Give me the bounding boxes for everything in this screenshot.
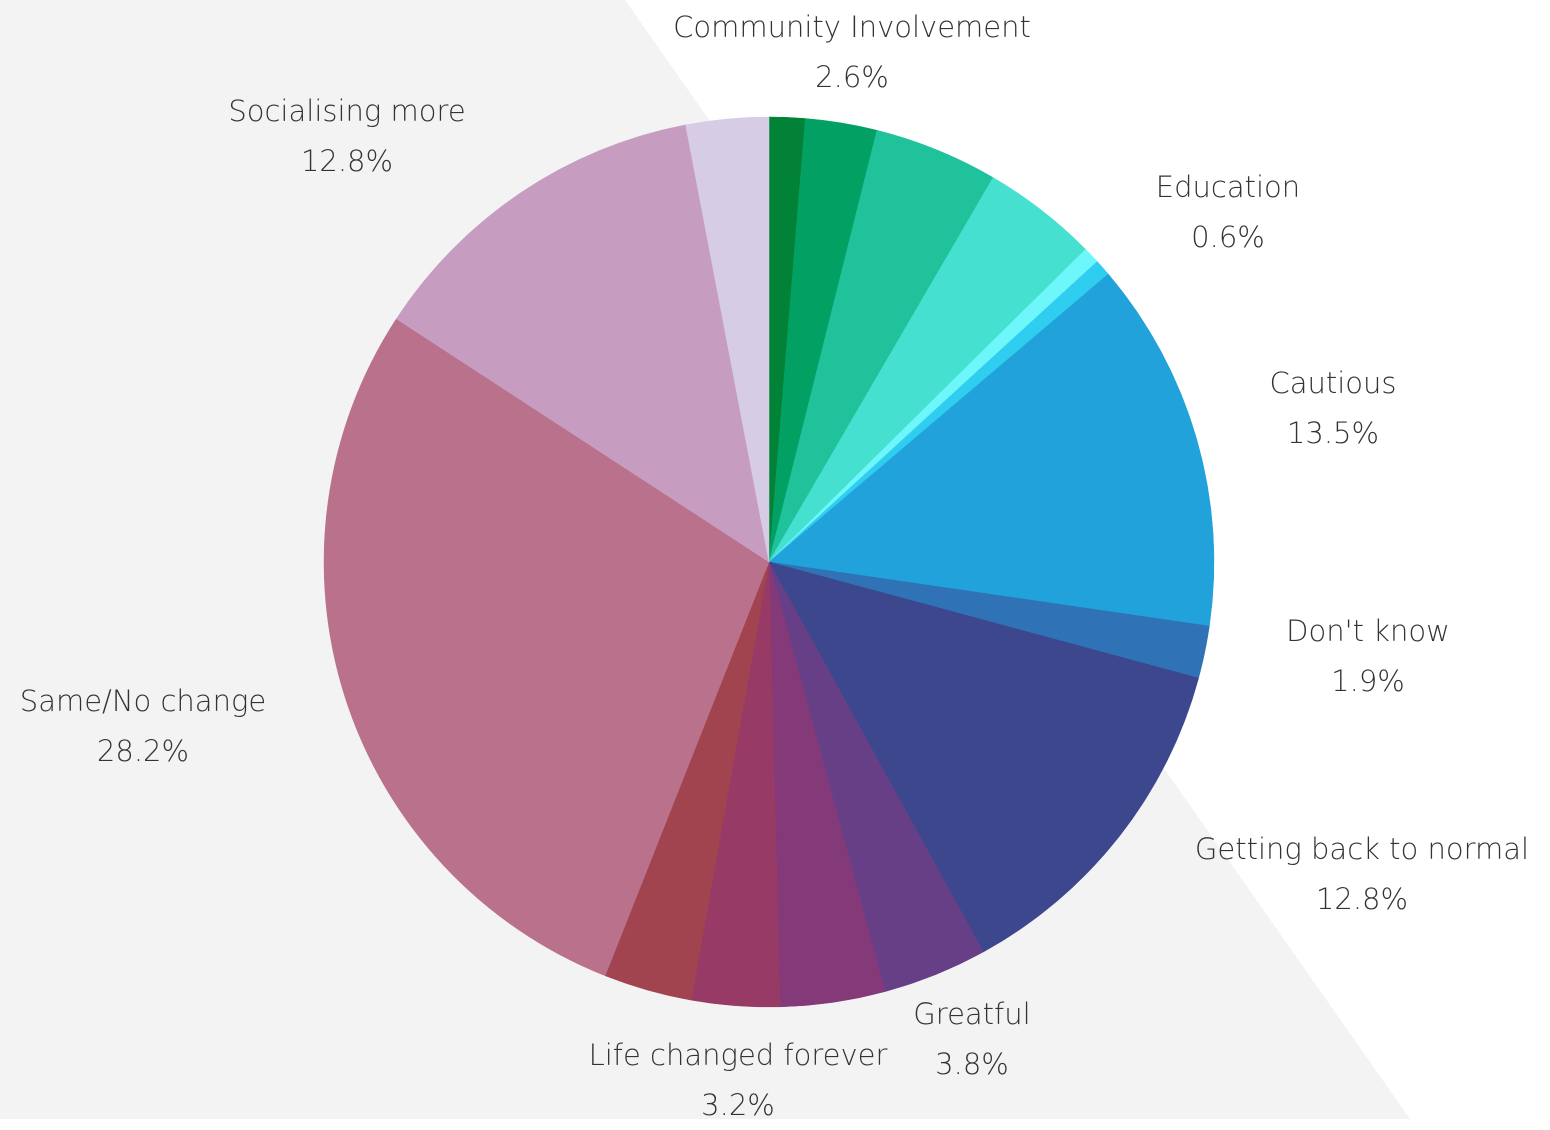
label-cautious: Cautious 13.5% — [1269, 358, 1396, 458]
pie-slices — [323, 116, 1215, 1008]
label-name: Cautious — [1269, 366, 1397, 400]
label-percent: 3.8% — [935, 1047, 1009, 1081]
label-percent: 28.2% — [96, 734, 190, 768]
label-dont-know: Don't know 1.9% — [1286, 606, 1450, 706]
label-name: Community Involvement — [673, 10, 1031, 44]
label-percent: 13.5% — [1286, 416, 1380, 450]
label-name: Getting back to normal — [1194, 832, 1530, 866]
label-name: Same/No change — [19, 684, 267, 718]
label-same-no-change: Same/No change 28.2% — [20, 676, 266, 776]
pie-slice-8 — [768, 561, 1199, 953]
label-percent: 12.8% — [1315, 882, 1409, 916]
pie-slice-13 — [323, 318, 770, 977]
pie-slice-14 — [395, 124, 770, 563]
label-getting-back-to-normal: Getting back to normal 12.8% — [1195, 824, 1529, 924]
label-percent: 12.8% — [300, 144, 394, 178]
label-socialising-more: Socialising more 12.8% — [228, 86, 465, 186]
label-greatful: Greatful 3.8% — [913, 989, 1030, 1089]
pie-slice-15 — [685, 116, 770, 563]
label-life-changed-forever: Life changed forever 3.2% — [589, 1030, 888, 1130]
label-education: Education 0.6% — [1156, 162, 1300, 262]
label-name: Education — [1155, 170, 1301, 204]
label-percent: 0.6% — [1191, 220, 1265, 254]
label-name: Life changed forever — [588, 1038, 888, 1072]
label-name: Greatful — [913, 997, 1031, 1031]
pie-slice-6 — [768, 273, 1215, 627]
label-percent: 1.9% — [1331, 664, 1405, 698]
label-name: Socialising more — [228, 94, 466, 128]
label-percent: 3.2% — [701, 1088, 775, 1122]
label-community-involvement: Community Involvement 2.6% — [673, 2, 1031, 102]
label-name: Don't know — [1286, 614, 1450, 648]
label-percent: 2.6% — [815, 60, 889, 94]
